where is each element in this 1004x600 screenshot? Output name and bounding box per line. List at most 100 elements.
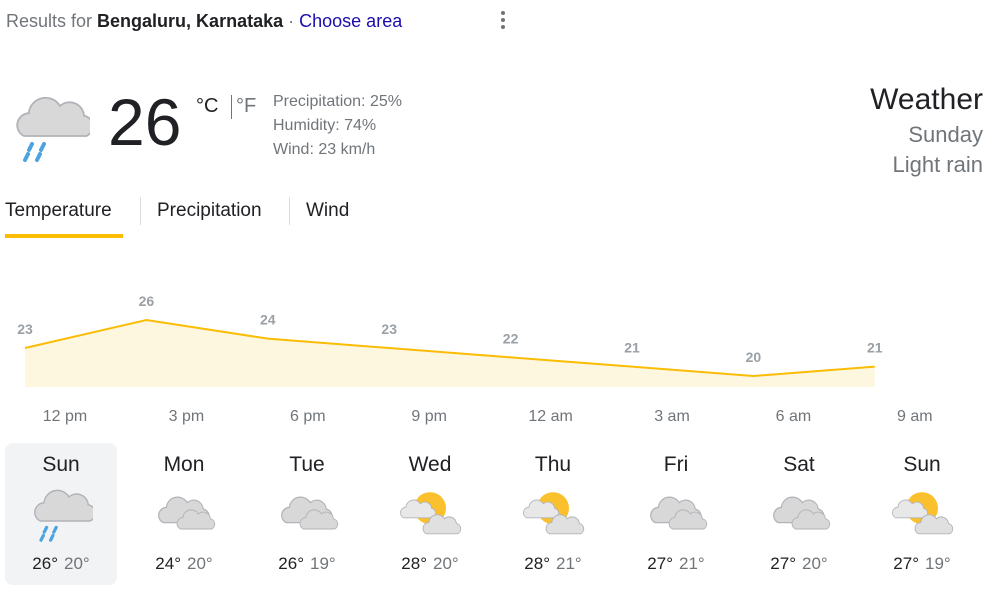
- low-temp: 19°: [925, 554, 951, 573]
- day-temps: 24° 20°: [128, 554, 240, 574]
- humidity: Humidity: 74%: [273, 117, 377, 134]
- weather-icon: [16, 96, 94, 162]
- day-icon: [152, 481, 216, 550]
- day-icon: [644, 481, 708, 550]
- low-temp: 20°: [433, 554, 459, 573]
- unit-c[interactable]: °C: [196, 95, 219, 117]
- weather-icon: [281, 496, 339, 530]
- weather-icon: [650, 496, 708, 530]
- wind: Wind: 23 km/h: [273, 141, 376, 158]
- cloud: [422, 514, 462, 535]
- rain-drop: [23, 152, 30, 162]
- day-name: Sat: [783, 453, 815, 476]
- weather-icon: [400, 492, 462, 535]
- results-prefix: Results for: [6, 11, 93, 31]
- precipitation: Precipitation: 25%: [273, 93, 402, 110]
- cloud: [791, 509, 831, 530]
- summary-day: Sunday: [908, 122, 983, 147]
- day-temps: 26° 19°: [251, 554, 363, 574]
- rain-drop: [39, 142, 46, 152]
- day-icon: [398, 481, 462, 550]
- day-card[interactable]: Mon 24° 20°: [128, 443, 240, 585]
- rain-drop: [27, 142, 34, 152]
- high-temp: 27°: [770, 554, 796, 573]
- choose-area-link[interactable]: Choose area: [299, 11, 403, 31]
- cloud: [545, 514, 585, 535]
- time-label: 12 pm: [43, 408, 87, 425]
- temperature-chart: 23 12 pm 26 3 pm 24 6 pm 23 9 pm 22 12 am 21 3 am 20…: [17, 293, 933, 425]
- tab[interactable]: Wind: [306, 200, 350, 221]
- value-label: 23: [381, 321, 397, 337]
- high-temp: 26°: [278, 554, 304, 573]
- unit-divider: [231, 95, 232, 119]
- day-temps: 27° 20°: [743, 554, 855, 574]
- day-card[interactable]: Wed 28° 20°: [374, 443, 486, 585]
- day-card[interactable]: Tue 26° 19°: [251, 443, 363, 585]
- day-name: Mon: [163, 453, 205, 476]
- time-label: 6 am: [776, 408, 812, 425]
- weather-icon: [34, 489, 96, 542]
- day-icon: [521, 481, 585, 550]
- low-temp: 20°: [64, 554, 90, 573]
- day-name: Sun: [903, 453, 941, 476]
- value-label: 21: [624, 340, 640, 356]
- location: Bengaluru, Karnataka: [97, 11, 284, 31]
- tab-underline: [5, 234, 123, 238]
- cloud: [914, 514, 954, 535]
- weather-icon: [523, 492, 585, 535]
- high-temp: 26°: [32, 554, 58, 573]
- day-card[interactable]: Sun 26° 20°: [5, 443, 117, 585]
- rain-drop: [35, 152, 42, 162]
- cloud: [34, 489, 96, 522]
- cloud: [176, 509, 216, 530]
- day-name: Tue: [289, 453, 325, 476]
- cloud: [299, 509, 339, 530]
- summary-condition: Light rain: [892, 152, 983, 177]
- value-label: 21: [867, 340, 883, 356]
- unit-f[interactable]: °F: [236, 95, 257, 117]
- day-icon: [29, 481, 96, 550]
- cloud: [668, 509, 708, 530]
- day-temps: 27° 19°: [866, 554, 978, 574]
- more-menu[interactable]: [497, 10, 509, 32]
- cloud: [892, 499, 929, 519]
- time-label: 12 am: [528, 408, 572, 425]
- tab-divider: [140, 197, 141, 225]
- day-card[interactable]: Sat 27° 20°: [743, 443, 855, 585]
- cloud: [16, 96, 94, 137]
- weather-icon: [892, 492, 954, 535]
- tab[interactable]: Precipitation: [157, 200, 262, 221]
- value-label: 22: [503, 330, 519, 346]
- day-name: Sun: [42, 453, 80, 476]
- day-temps: 28° 20°: [374, 554, 486, 574]
- day-card[interactable]: Sun 27° 19°: [866, 443, 978, 585]
- low-temp: 19°: [310, 554, 336, 573]
- high-temp: 28°: [401, 554, 427, 573]
- value-label: 24: [260, 312, 276, 328]
- high-temp: 24°: [155, 554, 181, 573]
- time-label: 3 pm: [169, 408, 205, 425]
- tab[interactable]: Temperature: [5, 200, 112, 221]
- day-temps: 28° 21°: [497, 554, 609, 574]
- time-label: 9 pm: [411, 408, 447, 425]
- rain-drop: [39, 533, 45, 542]
- day-name: Fri: [663, 453, 689, 476]
- current-icon: [10, 86, 94, 171]
- time-label: 6 pm: [290, 408, 326, 425]
- current-temperature: 26: [108, 85, 182, 159]
- results-line: Results for Bengaluru, Karnataka · Choos…: [6, 11, 402, 32]
- separator: ·: [288, 11, 295, 31]
- day-card[interactable]: Fri 27° 21°: [620, 443, 732, 585]
- rain-drop: [49, 533, 55, 542]
- cloud: [400, 499, 437, 519]
- day-icon: [890, 481, 954, 550]
- cloud: [523, 499, 560, 519]
- low-temp: 20°: [802, 554, 828, 573]
- time-label: 9 am: [897, 408, 933, 425]
- value-label: 20: [746, 349, 762, 365]
- high-temp: 28°: [524, 554, 550, 573]
- day-card[interactable]: Thu 28° 21°: [497, 443, 609, 585]
- low-temp: 21°: [556, 554, 582, 573]
- high-temp: 27°: [647, 554, 673, 573]
